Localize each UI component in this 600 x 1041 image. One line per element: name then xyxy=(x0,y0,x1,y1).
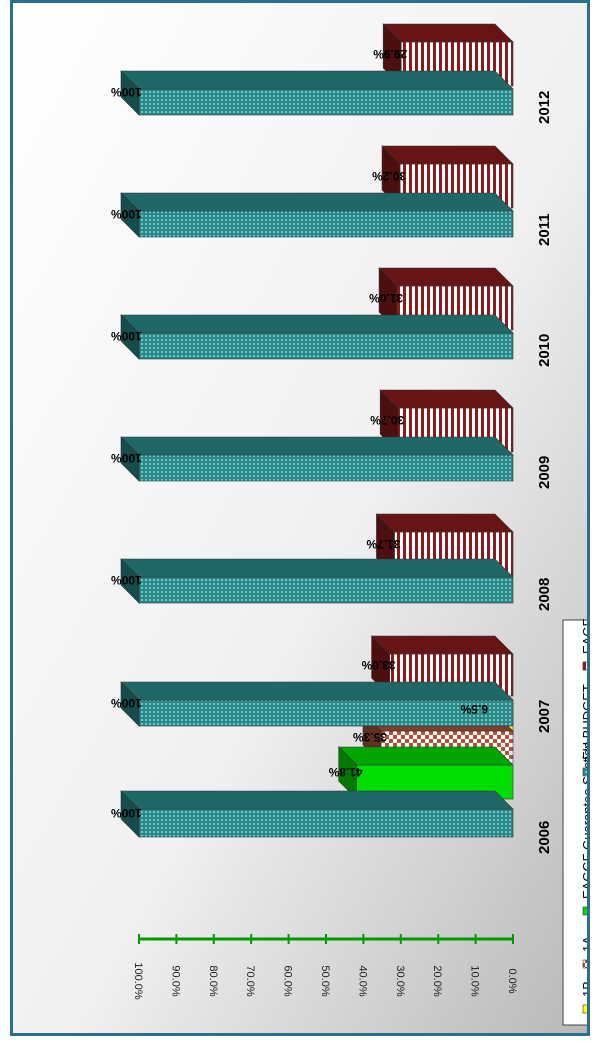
value-tick-label: 70.0% xyxy=(244,965,256,996)
data-label: 100% xyxy=(111,85,142,99)
data-label: 100% xyxy=(111,696,142,710)
legend-label-eaggf-guarantee-section: EAGGF Guarantee Section xyxy=(580,741,587,899)
legend-label-eagf: EAGF xyxy=(580,619,587,654)
bar-eu-budget-2009 xyxy=(120,436,514,482)
value-tick-label: 60.0% xyxy=(282,965,294,996)
category-label: 2011 xyxy=(536,213,553,246)
data-label: 100% xyxy=(111,573,142,587)
data-label: 41.8% xyxy=(328,765,362,779)
bar-eu-budget-2006 xyxy=(120,790,514,838)
legend-swatch-eu-budget xyxy=(582,767,587,777)
data-label: 30.2% xyxy=(372,169,406,183)
value-tick-label: 30.0% xyxy=(394,965,406,996)
value-tick-label: 40.0% xyxy=(356,965,368,996)
data-label: 6.5% xyxy=(460,702,488,716)
bar-eu-budget-2008 xyxy=(120,558,514,604)
chart-frame: 0.0% 10.0% 20.0% 30.0% 40.0% 50.0% 60.0% 70.0% 8… xyxy=(10,0,590,1036)
bar-eaggf-guarantee-section-2006 xyxy=(337,746,514,800)
legend-swatch-eagf xyxy=(582,661,587,671)
category-label: 2008 xyxy=(536,578,553,611)
value-tick-label: 90.0% xyxy=(169,965,181,996)
data-label: 29.9% xyxy=(373,47,407,61)
legend-swatch-1a xyxy=(582,959,587,969)
legend-swatch-eaggf-guarantee-section xyxy=(582,906,587,916)
value-tick-label: 100.0% xyxy=(132,962,144,1000)
bar-eu-budget-2007 xyxy=(120,681,514,727)
data-label: 31.0% xyxy=(369,291,403,305)
value-tick-label: 0.0% xyxy=(506,968,518,993)
data-label: 31.7% xyxy=(366,537,400,551)
category-label: 2009 xyxy=(536,456,553,489)
data-label: 100% xyxy=(111,806,142,820)
value-tick-label: 20.0% xyxy=(431,965,443,996)
category-label: 2010 xyxy=(536,334,553,367)
bar-chart: 0.0% 10.0% 20.0% 30.0% 40.0% 50.0% 60.0% 70.0% 8… xyxy=(13,3,587,1033)
data-label: 33.0% xyxy=(361,658,395,672)
value-tick-label: 80.0% xyxy=(207,965,219,996)
legend-label-1b: 1B xyxy=(580,981,587,997)
legend-box xyxy=(562,619,587,1026)
legend-swatch-1b xyxy=(582,1004,587,1014)
legend-label-eu-budget: EU BUDGET xyxy=(580,684,587,760)
data-label: 100% xyxy=(111,329,142,343)
bar-eu-budget-2012 xyxy=(120,70,514,116)
value-tick-label: 50.0% xyxy=(319,965,331,996)
data-label: 100% xyxy=(111,451,142,465)
data-label: 100% xyxy=(111,207,142,221)
data-label: 35.3% xyxy=(353,730,387,744)
bar-eu-budget-2010 xyxy=(120,314,514,360)
category-label: 2007 xyxy=(536,700,553,733)
category-label: 2012 xyxy=(536,91,553,124)
bar-eagf-2009 xyxy=(379,389,514,453)
bar-eu-budget-2011 xyxy=(120,192,514,238)
legend-label-1a: 1A xyxy=(580,936,587,952)
value-tick-label: 10.0% xyxy=(469,965,481,996)
data-label: 30.7% xyxy=(370,413,404,427)
category-label: 2006 xyxy=(536,821,553,854)
